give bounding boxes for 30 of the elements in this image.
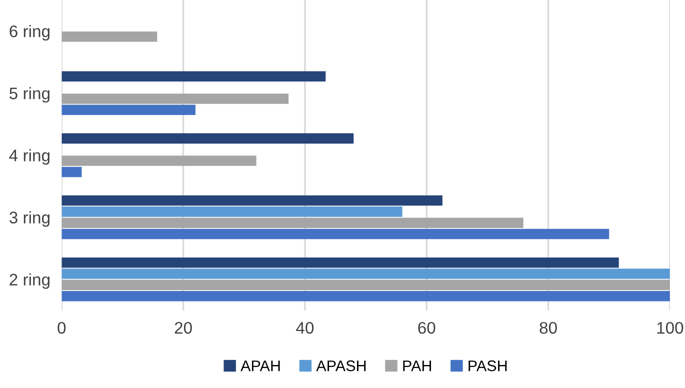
y-tick-label: 3 ring	[9, 211, 50, 227]
legend-label: PASH	[468, 360, 507, 372]
bar	[62, 94, 289, 104]
bar	[62, 195, 442, 206]
bar	[62, 257, 619, 268]
y-tick-label: 5 ring	[10, 87, 50, 103]
legend-label: APASH	[316, 360, 366, 372]
x-tick-label: 60	[418, 322, 436, 334]
legend-label: PAH	[403, 360, 431, 372]
bar	[62, 166, 82, 178]
bar	[62, 228, 610, 240]
x-tick-label: 20	[174, 322, 192, 334]
bar	[62, 71, 326, 82]
bar	[62, 218, 524, 228]
x-tick-label: 80	[540, 322, 557, 334]
x-tick-label: 100	[657, 322, 684, 334]
bar	[62, 31, 158, 42]
x-tick-label: 0	[58, 322, 66, 334]
y-tick-label: 2 ring	[10, 273, 50, 289]
bar	[62, 290, 670, 302]
y-tick-label: 4 ring	[9, 149, 50, 165]
legend-label: APAH	[240, 360, 280, 372]
bar	[62, 133, 354, 144]
x-tick-label: 40	[296, 322, 314, 334]
bar	[62, 104, 196, 116]
bar	[62, 280, 670, 290]
bar	[62, 206, 402, 217]
bar	[62, 156, 256, 166]
bar	[62, 268, 670, 279]
y-tick-label: 6 ring	[10, 25, 50, 41]
